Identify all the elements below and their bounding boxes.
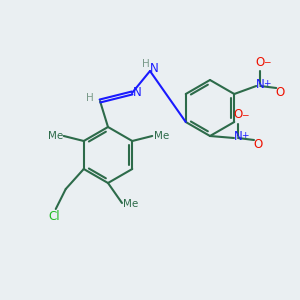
Text: O: O xyxy=(276,86,285,100)
Text: N: N xyxy=(234,130,242,143)
Text: Me: Me xyxy=(123,199,139,209)
Text: Cl: Cl xyxy=(48,211,60,224)
Text: −: − xyxy=(241,110,249,119)
Text: N: N xyxy=(133,86,141,100)
Text: H: H xyxy=(142,59,150,69)
Text: H: H xyxy=(86,93,94,103)
Text: +: + xyxy=(241,130,249,140)
Text: N: N xyxy=(256,79,265,92)
Text: O: O xyxy=(256,56,265,68)
Text: Me: Me xyxy=(48,131,63,141)
Text: N: N xyxy=(150,61,158,74)
Text: Me: Me xyxy=(154,131,169,141)
Text: O: O xyxy=(254,139,262,152)
Text: −: − xyxy=(263,58,271,67)
Text: O: O xyxy=(233,109,243,122)
Text: +: + xyxy=(263,79,271,88)
